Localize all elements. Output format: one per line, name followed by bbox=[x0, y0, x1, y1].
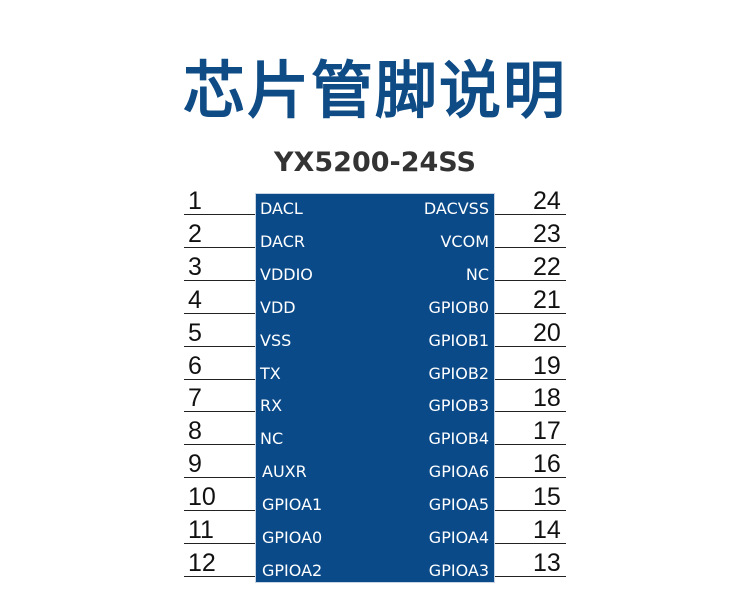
pin-label: VCOM bbox=[440, 231, 489, 251]
pin-number: 19 bbox=[533, 351, 561, 380]
pin-line bbox=[495, 345, 566, 347]
pin-number: 16 bbox=[533, 450, 561, 479]
pin-label: GPIOA6 bbox=[428, 462, 489, 482]
pin-line bbox=[495, 575, 566, 577]
pin-line bbox=[495, 477, 566, 479]
pin-label: RX bbox=[260, 396, 283, 416]
pin-line bbox=[184, 411, 255, 413]
pin-label: NC bbox=[260, 429, 284, 449]
pin-number: 17 bbox=[533, 417, 561, 446]
pin-label: GPIOA4 bbox=[428, 528, 489, 547]
pin-line bbox=[184, 477, 255, 479]
pin-number: 3 bbox=[188, 252, 202, 281]
pin-label: GPIOB3 bbox=[428, 396, 489, 416]
pin-label: NC bbox=[465, 264, 489, 284]
pin-label: GPIOB2 bbox=[428, 363, 489, 383]
chip-body bbox=[255, 193, 495, 583]
pin-label: GPIOA3 bbox=[428, 560, 489, 580]
pin-number: 5 bbox=[188, 318, 202, 347]
pin-number: 22 bbox=[533, 252, 561, 281]
pin-number: 21 bbox=[533, 285, 561, 314]
pin-number: 1 bbox=[188, 187, 202, 215]
pin-line bbox=[495, 444, 566, 446]
pin-line bbox=[495, 510, 566, 512]
pin-label: GPIOA2 bbox=[262, 560, 323, 580]
pin-number: 15 bbox=[533, 483, 561, 512]
pin-label: VSS bbox=[260, 330, 292, 350]
pin-line bbox=[495, 279, 566, 281]
pin-number: 23 bbox=[533, 219, 561, 248]
pin-label: GPIOA5 bbox=[428, 495, 489, 515]
page-title: 芯片管脚说明 bbox=[182, 54, 567, 127]
pin-label: VDD bbox=[260, 297, 296, 317]
pin-line bbox=[184, 345, 255, 347]
pin-label: VDDIO bbox=[260, 264, 313, 284]
pin-number: 20 bbox=[533, 318, 561, 347]
chip-name: YX5200-24SS bbox=[274, 147, 476, 178]
pin-number: 8 bbox=[188, 417, 202, 446]
pin-number: 10 bbox=[188, 483, 216, 512]
pin-label: GPIOA1 bbox=[262, 495, 323, 515]
pin-line bbox=[495, 312, 566, 314]
pin-line bbox=[184, 279, 255, 281]
pin-label: DACR bbox=[260, 231, 305, 251]
pin-label: DACVSS bbox=[423, 199, 489, 218]
pin-number: 24 bbox=[533, 187, 561, 215]
pin-line bbox=[184, 510, 255, 512]
pin-label: AUXR bbox=[262, 462, 307, 482]
pin-label: GPIOB0 bbox=[428, 297, 489, 317]
pin-number: 13 bbox=[533, 548, 561, 577]
pin-line bbox=[184, 378, 255, 380]
pin-label: DACL bbox=[260, 199, 303, 218]
pin-line bbox=[184, 444, 255, 446]
pin-line bbox=[184, 214, 255, 215]
pin-number: 6 bbox=[188, 351, 202, 380]
pin-line bbox=[184, 312, 255, 314]
pin-line bbox=[495, 378, 566, 380]
pin-label: GPIOA0 bbox=[262, 528, 323, 547]
pin-number: 18 bbox=[533, 384, 561, 413]
pin-line bbox=[495, 543, 566, 544]
pin-number: 4 bbox=[188, 285, 202, 314]
pin-number: 9 bbox=[188, 450, 202, 479]
pin-label: GPIOB1 bbox=[428, 330, 489, 350]
pin-number: 11 bbox=[188, 516, 214, 544]
pin-number: 12 bbox=[188, 548, 216, 577]
pin-line bbox=[184, 543, 255, 544]
pin-line bbox=[495, 214, 566, 215]
pin-number: 7 bbox=[188, 384, 202, 413]
pin-label: TX bbox=[260, 363, 281, 383]
pin-line bbox=[184, 575, 255, 577]
pin-number: 2 bbox=[188, 219, 202, 248]
pin-number: 14 bbox=[533, 516, 561, 544]
pin-label: GPIOB4 bbox=[428, 429, 489, 449]
pin-line bbox=[495, 246, 566, 248]
pin-line bbox=[184, 246, 255, 248]
pin-line bbox=[495, 411, 566, 413]
